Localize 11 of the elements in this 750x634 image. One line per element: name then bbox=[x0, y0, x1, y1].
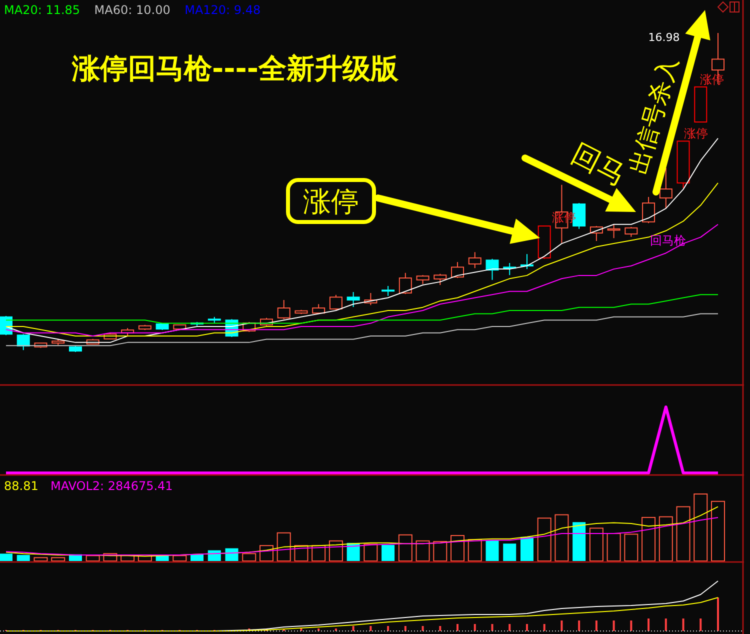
annotation: 出信号杀入 bbox=[624, 54, 684, 178]
text: MA60: 10.00 bbox=[94, 3, 170, 17]
legend-label: MA120: 9.48 bbox=[184, 3, 261, 17]
annotation: 涨停 bbox=[303, 185, 359, 218]
annotation: 回马枪 bbox=[650, 233, 686, 248]
annotation: 涨停 bbox=[684, 126, 708, 140]
text: 涨停回马枪----全新升级版 bbox=[71, 52, 400, 85]
text: MAVOL2: 284675.41 bbox=[50, 479, 173, 493]
annotation: 16.98 bbox=[648, 31, 680, 44]
text: 88.81 bbox=[4, 479, 38, 493]
text: MA20: 11.85 bbox=[4, 3, 80, 17]
